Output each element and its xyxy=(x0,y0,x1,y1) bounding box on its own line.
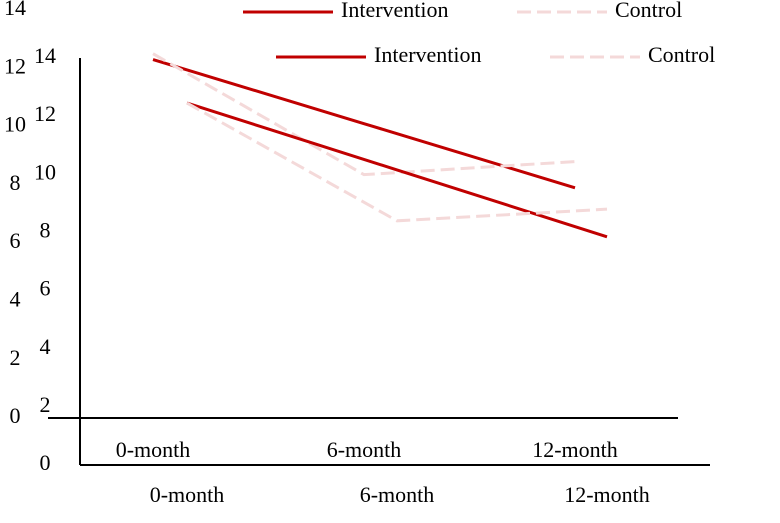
x-tick-label: 6-month xyxy=(360,482,435,507)
series-line xyxy=(186,101,608,223)
series-line xyxy=(152,52,576,177)
y-tick-label: 10 xyxy=(4,112,26,137)
series-line xyxy=(186,101,608,239)
y-tick-label: 0 xyxy=(40,450,51,475)
y-tick-label: 12 xyxy=(4,53,26,78)
legend-label: Control xyxy=(648,42,715,67)
x-tick-label: 12-month xyxy=(564,482,650,507)
y-tick-label: 2 xyxy=(40,392,51,417)
y-tick-label: 12 xyxy=(34,101,56,126)
y-tick-label: 4 xyxy=(40,334,51,359)
y-tick-label: 6 xyxy=(40,276,51,301)
legend-label: Control xyxy=(615,0,682,22)
y-tick-label: 14 xyxy=(34,43,56,68)
y-tick-label: 8 xyxy=(10,170,21,195)
y-tick-label: 8 xyxy=(40,217,51,242)
series-line xyxy=(152,58,576,190)
legend-label: Intervention xyxy=(341,0,449,22)
y-tick-label: 6 xyxy=(10,228,21,253)
y-tick-label: 10 xyxy=(34,159,56,184)
x-tick-label: 0-month xyxy=(150,482,225,507)
y-tick-label: 14 xyxy=(4,0,26,20)
x-tick-label: 0-month xyxy=(116,437,191,462)
x-tick-label: 6-month xyxy=(327,437,402,462)
x-tick-label: 12-month xyxy=(532,437,618,462)
y-tick-label: 2 xyxy=(10,345,21,370)
legend-label: Intervention xyxy=(374,42,482,67)
y-tick-label: 0 xyxy=(10,403,21,428)
y-tick-label: 4 xyxy=(10,286,21,311)
